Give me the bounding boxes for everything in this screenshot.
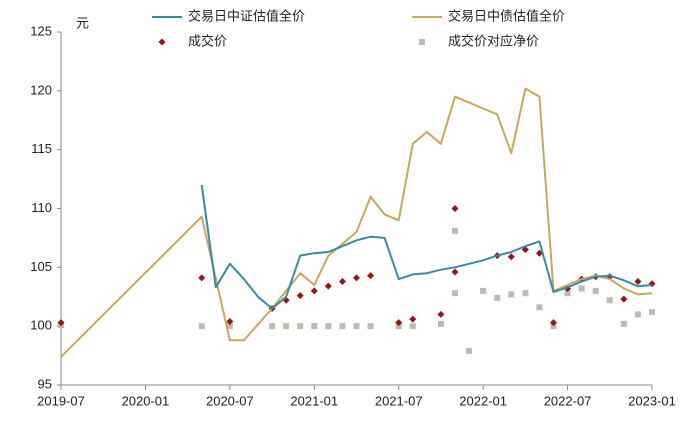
data-point — [311, 323, 318, 330]
data-point — [409, 323, 416, 330]
data-point — [339, 323, 346, 330]
data-point — [606, 297, 613, 304]
y-tick-label: 115 — [31, 141, 52, 156]
data-point — [634, 311, 641, 318]
data-point — [550, 319, 557, 327]
data-point — [452, 227, 458, 234]
data-point — [466, 347, 473, 354]
data-point — [296, 292, 304, 300]
x-tick-label: 2022-07 — [544, 393, 592, 408]
legend-label: 交易日中证估值全价 — [188, 8, 305, 23]
data-point — [522, 290, 529, 297]
data-point — [437, 310, 445, 318]
y-tick-label: 105 — [30, 259, 52, 274]
data-point — [353, 274, 360, 282]
legend-swatch — [158, 38, 166, 46]
data-point — [310, 287, 318, 295]
data-point — [57, 319, 65, 327]
data-point — [367, 272, 375, 280]
data-point — [226, 317, 234, 325]
x-tick-label: 2019-07 — [37, 393, 85, 408]
legend-label: 成交价 — [188, 33, 227, 48]
y-tick-label: 120 — [30, 82, 52, 97]
y-tick-label: 95 — [38, 376, 52, 391]
data-point — [550, 323, 557, 330]
x-tick-label: 2021-07 — [375, 393, 423, 408]
y-unit: 元 — [76, 15, 89, 30]
data-point — [283, 323, 290, 330]
legend-label: 成交价对应净价 — [448, 33, 539, 48]
x-tick-label: 2020-01 — [122, 393, 170, 408]
data-point — [634, 277, 642, 285]
data-point — [437, 320, 444, 327]
data-point — [649, 309, 655, 316]
data-point — [269, 323, 276, 330]
data-point — [226, 323, 233, 330]
data-point — [620, 320, 627, 327]
y-tick-label: 110 — [31, 200, 52, 215]
data-point — [536, 304, 543, 311]
legend-label: 交易日中债估值全价 — [448, 8, 565, 23]
data-point — [198, 323, 205, 330]
data-point — [198, 274, 206, 282]
x-tick-label: 2020-07 — [206, 393, 254, 408]
data-point — [507, 253, 515, 261]
data-point — [395, 319, 403, 327]
series-line — [60, 87, 653, 358]
data-point — [564, 290, 571, 297]
data-point — [620, 295, 628, 303]
data-point — [451, 205, 459, 212]
data-point — [578, 285, 585, 292]
data-point — [338, 277, 346, 285]
data-point — [325, 323, 332, 330]
data-point — [508, 291, 515, 298]
series-line — [200, 184, 653, 310]
data-point — [451, 268, 459, 276]
data-point — [297, 323, 304, 330]
x-tick-label: 2023-01 — [628, 393, 676, 408]
x-tick-label: 2022-01 — [459, 393, 507, 408]
data-point — [592, 287, 599, 294]
data-point — [353, 323, 360, 330]
data-point — [367, 323, 374, 330]
data-point — [494, 294, 501, 301]
data-point — [648, 280, 656, 288]
y-tick-label: 100 — [30, 318, 52, 333]
data-point — [452, 290, 458, 297]
legend-swatch — [419, 39, 425, 45]
data-point — [480, 287, 487, 294]
data-point — [324, 282, 332, 290]
data-point — [395, 323, 402, 330]
x-tick-label: 2021-01 — [290, 393, 338, 408]
y-tick-label: 125 — [30, 23, 52, 38]
data-point — [409, 315, 417, 323]
